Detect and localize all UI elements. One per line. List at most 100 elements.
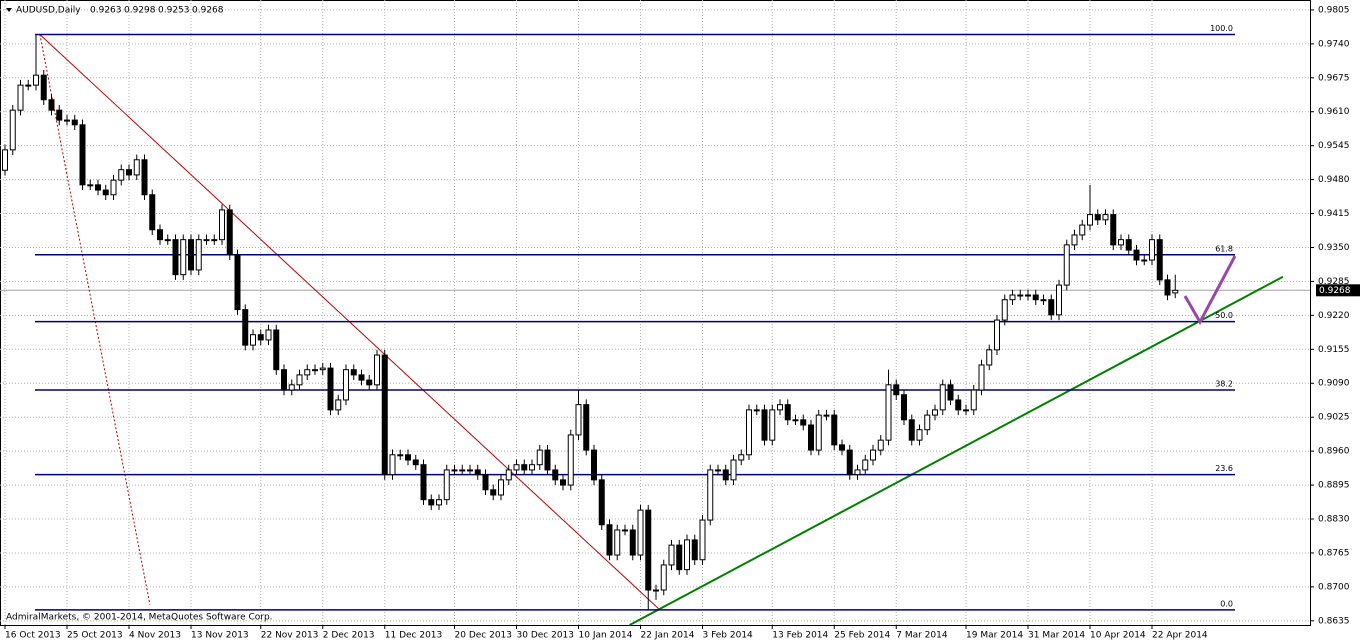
candle-body xyxy=(893,384,900,396)
x-tick-label: 22 Apr 2014 xyxy=(1152,631,1208,641)
candle-body xyxy=(901,394,907,421)
candle-body xyxy=(738,454,745,461)
candle-body xyxy=(443,469,450,501)
candle-body xyxy=(963,409,969,412)
candle-body xyxy=(769,409,776,441)
candle-body xyxy=(1133,249,1140,261)
candle-body xyxy=(335,399,342,411)
candle-body xyxy=(994,319,1000,351)
candle-body xyxy=(1079,224,1086,236)
candle-body xyxy=(1040,299,1047,302)
x-tick-label: 10 Apr 2014 xyxy=(1090,631,1146,641)
y-tick-label: 0.8830 xyxy=(1318,515,1350,525)
candle-body xyxy=(885,384,892,441)
candle-body xyxy=(87,184,94,187)
candle-body xyxy=(815,414,822,451)
trend-line xyxy=(39,34,151,605)
candle-body xyxy=(916,429,923,441)
candle-body xyxy=(366,379,373,386)
candle-body xyxy=(947,384,954,401)
candle-body xyxy=(188,239,194,271)
y-tick-label: 0.8765 xyxy=(1318,548,1350,558)
candle-body xyxy=(544,449,551,471)
candle-body xyxy=(521,464,528,471)
x-tick-label: 25 Feb 2014 xyxy=(834,631,890,641)
candle-body xyxy=(955,399,962,411)
header-high: 0.9298 xyxy=(124,6,156,16)
candle-body xyxy=(691,539,698,561)
candle-body xyxy=(226,209,233,256)
candle-body xyxy=(358,374,365,381)
candle-body xyxy=(281,369,287,391)
candle-body xyxy=(629,529,636,556)
candle-body xyxy=(482,474,489,491)
candle-body xyxy=(141,159,148,196)
candle-body xyxy=(1063,244,1070,286)
candle-body xyxy=(970,389,977,411)
candle-body xyxy=(1102,214,1109,221)
candle-body xyxy=(234,254,241,311)
candle-body xyxy=(653,589,659,592)
y-tick-label: 0.9740 xyxy=(1318,39,1350,49)
candle-body xyxy=(939,384,946,411)
candle-body xyxy=(133,159,140,176)
y-tick-label: 0.8960 xyxy=(1318,447,1350,457)
x-tick-label: 7 Mar 2014 xyxy=(896,631,948,641)
candle-body xyxy=(660,564,667,591)
candle-body xyxy=(1156,239,1163,281)
candle-body xyxy=(575,404,582,436)
y-tick-label: 0.9545 xyxy=(1318,141,1350,151)
candle-body xyxy=(986,349,993,366)
x-tick-label: 22 Nov 2013 xyxy=(261,631,319,641)
candle-body xyxy=(870,449,876,461)
candle-body xyxy=(1141,259,1148,262)
candle-body xyxy=(637,509,644,556)
header: AUDUSD,Daily 0.9263 0.9298 0.9253 0.9268 xyxy=(6,6,224,16)
x-tick-label: 31 Mar 2014 xyxy=(1028,631,1085,641)
header-open: 0.9263 xyxy=(90,6,122,16)
symbol: AUDUSD,Daily xyxy=(16,6,81,16)
x-tick-label: 13 Feb 2014 xyxy=(772,631,828,641)
candle-body xyxy=(560,479,566,486)
candle-body xyxy=(668,544,675,566)
candle-body xyxy=(48,99,55,111)
candle-body xyxy=(343,369,349,401)
candle-body xyxy=(567,434,574,486)
candle-body xyxy=(9,109,16,151)
fib-label: 38.2 xyxy=(1215,380,1233,389)
candle-body xyxy=(312,369,318,372)
candle-body xyxy=(583,404,590,451)
candle-body xyxy=(374,354,380,386)
candle-body xyxy=(746,409,752,456)
x-tick-label: 10 Jan 2014 xyxy=(579,631,633,641)
candle-body xyxy=(381,354,388,476)
candle-body xyxy=(451,469,458,472)
candle-body xyxy=(715,469,721,472)
candle-body xyxy=(25,84,32,87)
x-tick-label: 13 Nov 2013 xyxy=(191,631,249,641)
candle-body xyxy=(219,209,225,241)
candle-body xyxy=(327,367,334,411)
x-tick-label: 19 Mar 2014 xyxy=(966,631,1023,641)
candle-body xyxy=(1071,234,1078,246)
candle-body xyxy=(529,464,535,471)
grid-layer xyxy=(0,0,1310,625)
candle-body xyxy=(839,444,845,451)
candle-body xyxy=(102,189,109,196)
y-tick-label: 0.8700 xyxy=(1318,582,1350,592)
candle-body xyxy=(552,469,559,481)
candle-body xyxy=(722,469,729,481)
candle-body xyxy=(1009,294,1016,301)
candle-body xyxy=(645,509,652,591)
candle-body xyxy=(792,419,799,422)
candle-body xyxy=(1118,239,1124,246)
candle-body xyxy=(95,184,101,191)
candle-body xyxy=(699,519,706,561)
candle-body xyxy=(1172,289,1179,294)
header-low: 0.9253 xyxy=(158,6,190,16)
candle-body xyxy=(405,454,411,461)
candle-body xyxy=(598,479,605,526)
candle-body xyxy=(118,169,125,181)
candle-body xyxy=(428,499,435,506)
y-tick-label: 0.9090 xyxy=(1318,379,1350,389)
